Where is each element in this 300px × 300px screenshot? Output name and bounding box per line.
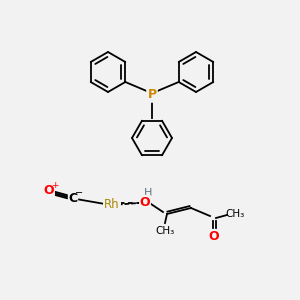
Text: O: O: [209, 230, 219, 242]
Text: C: C: [68, 193, 78, 206]
Text: P: P: [147, 88, 157, 101]
Text: Rh: Rh: [104, 199, 120, 212]
Text: CH₃: CH₃: [225, 209, 244, 219]
Text: −: −: [75, 188, 83, 198]
Text: O: O: [44, 184, 54, 197]
Text: O: O: [140, 196, 150, 208]
Text: CH₃: CH₃: [155, 226, 175, 236]
Text: H: H: [144, 188, 152, 198]
Text: +: +: [51, 182, 59, 190]
